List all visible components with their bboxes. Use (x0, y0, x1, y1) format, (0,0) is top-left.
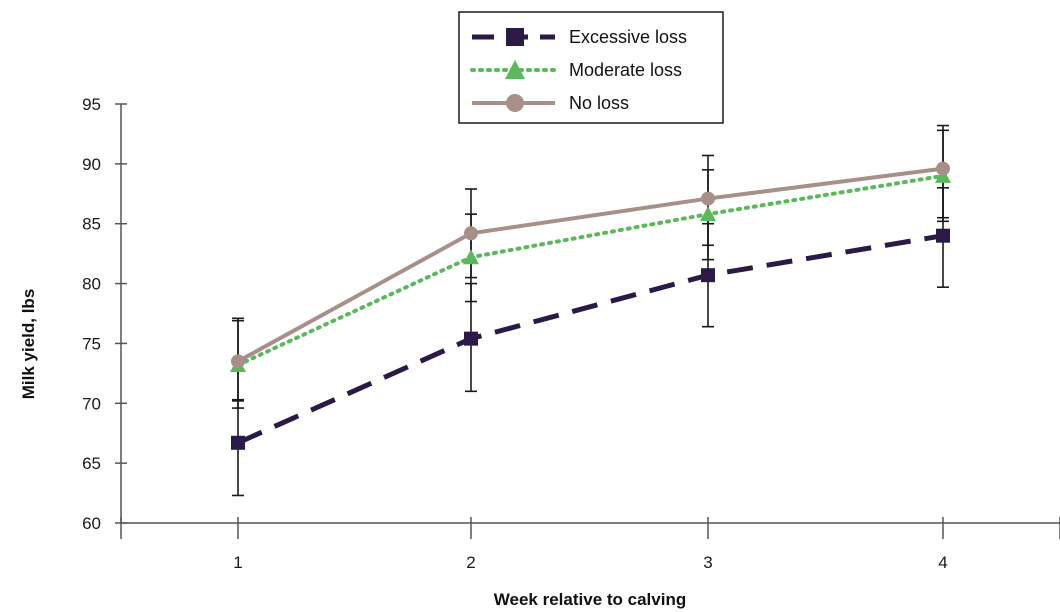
legend-label: No loss (569, 93, 629, 113)
y-axis-title: Milk yield, lbs (19, 289, 38, 400)
y-tick-label: 95 (82, 95, 101, 114)
series-line-2 (237, 166, 944, 364)
y-tick-label: 75 (82, 334, 101, 353)
y-tick-label: 80 (82, 275, 101, 294)
series-lines (236, 166, 945, 446)
data-point (464, 226, 478, 241)
y-tick-label: 90 (82, 155, 101, 174)
legend-marker (505, 60, 525, 79)
legend-label: Moderate loss (569, 60, 682, 80)
series-line-1 (236, 173, 945, 367)
legend: Excessive loss Moderate loss No loss (458, 11, 724, 124)
legend-marker (506, 28, 524, 46)
x-axis-title: Week relative to calving (494, 590, 686, 609)
data-point (231, 354, 245, 369)
series-markers (230, 161, 951, 450)
series-line-0 (236, 233, 944, 446)
x-tick-label: 2 (466, 553, 475, 572)
data-point (936, 161, 950, 176)
y-tick-label: 65 (82, 454, 101, 473)
axes: 60 65 70 75 80 85 90 95 1 2 3 4 (82, 95, 1060, 572)
legend-marker (506, 94, 524, 112)
data-point (936, 228, 950, 243)
x-tick-label: 4 (938, 553, 947, 572)
x-tick-label: 1 (233, 553, 242, 572)
data-point (231, 435, 245, 450)
y-tick-label: 85 (82, 215, 101, 234)
data-point (700, 206, 716, 222)
data-point (701, 268, 715, 283)
x-tick-label: 3 (703, 553, 712, 572)
y-tick-label: 60 (82, 514, 101, 533)
data-point (701, 191, 715, 206)
y-tick-label: 70 (82, 394, 101, 413)
legend-label: Excessive loss (569, 27, 687, 47)
data-point (464, 331, 478, 346)
data-point (463, 249, 479, 265)
